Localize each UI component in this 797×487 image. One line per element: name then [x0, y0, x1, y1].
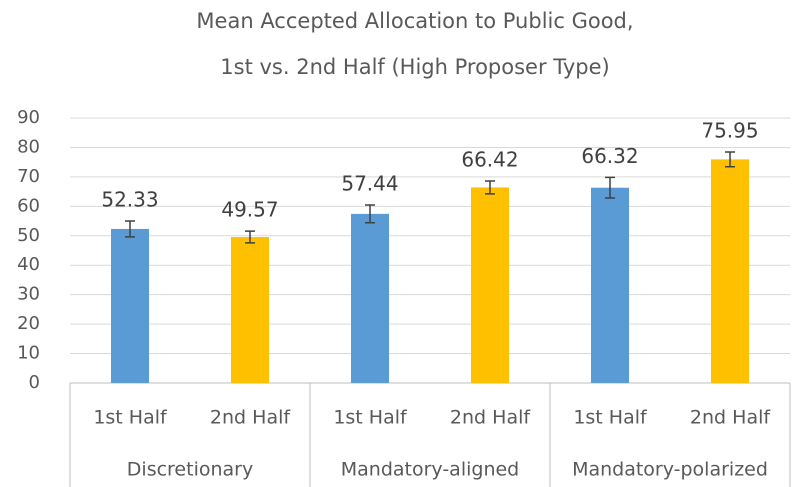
y-tick-label: 40 [17, 254, 40, 275]
x-tick-label: 2nd Half [450, 407, 531, 429]
bar [231, 237, 269, 383]
bar [351, 213, 389, 383]
error-bar [485, 180, 495, 195]
y-tick-label: 60 [17, 195, 40, 216]
chart-title: Mean Accepted Allocation to Public Good, [196, 9, 633, 33]
x-tick-label: 1st Half [333, 407, 408, 429]
value-label: 66.42 [461, 147, 518, 171]
error-bar [725, 151, 735, 168]
bar [471, 187, 509, 383]
x-tick-label: 1st Half [573, 407, 648, 429]
y-tick-label: 80 [17, 136, 40, 157]
y-tick-label: 30 [17, 284, 40, 305]
value-label: 52.33 [101, 187, 158, 211]
x-tick-label: 2nd Half [210, 407, 291, 429]
error-bar [245, 230, 255, 244]
y-tick-label: 70 [17, 166, 40, 187]
group-label: Mandatory-aligned [341, 459, 520, 481]
chart-title: 1st vs. 2nd Half (High Proposer Type) [220, 55, 609, 79]
error-bar [365, 204, 375, 224]
bar [111, 228, 149, 383]
x-tick-label: 2nd Half [690, 407, 771, 429]
value-label: 66.32 [581, 144, 638, 168]
y-tick-label: 10 [17, 343, 40, 364]
y-tick-label: 50 [17, 225, 40, 246]
bar [591, 187, 629, 383]
y-tick-label: 0 [29, 372, 40, 393]
y-tick-label: 90 [17, 107, 40, 128]
group-label: Mandatory-polarized [572, 459, 768, 481]
error-bar [125, 220, 135, 238]
x-tick-label: 1st Half [93, 407, 168, 429]
error-bar [605, 176, 615, 199]
value-label: 49.57 [221, 198, 278, 222]
value-label: 75.95 [701, 119, 758, 143]
bar [711, 159, 749, 383]
group-label: Discretionary [127, 459, 253, 481]
value-label: 57.44 [341, 172, 398, 196]
y-tick-label: 20 [17, 313, 40, 334]
